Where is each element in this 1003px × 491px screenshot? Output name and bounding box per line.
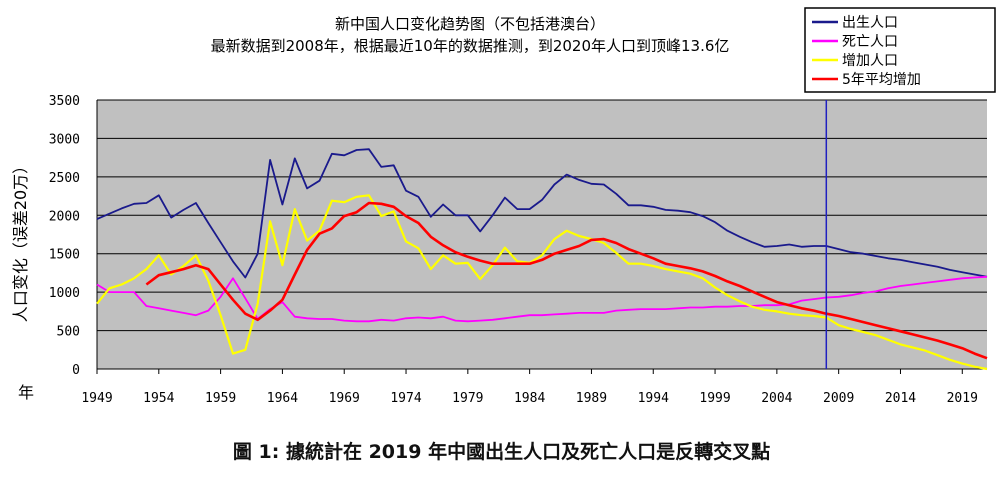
y-axis-ticks: 0 500 1000 1500 2000 2500 3000 3500 <box>49 94 80 378</box>
figure-caption: 圖 1: 據統計在 2019 年中國出生人口及死亡人口是反轉交叉點 <box>232 441 771 463</box>
y-tick-label: 500 <box>57 325 80 340</box>
grid-lines <box>96 99 987 370</box>
x-tick-label: 2014 <box>885 391 916 406</box>
y-tick-label: 2500 <box>49 171 80 186</box>
series-line-4 <box>145 201 988 360</box>
series-layer <box>96 148 988 371</box>
x-tick-label: 1994 <box>638 391 669 406</box>
chart-title: 新中国人口变化趋势图（不包括港澳台） <box>335 15 605 33</box>
legend-entry: 5年平均增加 <box>842 72 921 88</box>
y-tick-label: 0 <box>72 363 80 378</box>
x-tick-label: 1979 <box>452 391 483 406</box>
x-axis-label: 年 <box>18 383 34 402</box>
x-tick-label: 1949 <box>81 391 112 406</box>
y-tick-label: 3000 <box>49 132 80 147</box>
x-tick-label: 1999 <box>699 391 730 406</box>
chart-subtitle: 最新数据到2008年，根据最近10年的数据推测，到2020年人口到顶峰13.6亿 <box>211 37 730 55</box>
x-tick-label: 1964 <box>267 391 298 406</box>
legend-entry: 死亡人口 <box>842 34 898 50</box>
x-tick-label: 1974 <box>390 391 421 406</box>
x-tick-label: 1989 <box>576 391 607 406</box>
y-tick-label: 2000 <box>49 209 80 224</box>
series-line-3 <box>96 194 988 371</box>
y-tick-label: 1000 <box>49 286 80 301</box>
y-tick-label: 3500 <box>49 94 80 109</box>
y-tick-label: 1500 <box>49 248 80 263</box>
x-tick-label: 2019 <box>947 391 978 406</box>
x-tick-label: 2009 <box>823 391 854 406</box>
series-line-1 <box>96 148 988 279</box>
x-tick-label: 1954 <box>143 391 174 406</box>
legend-entry: 增加人口 <box>842 53 898 69</box>
y-axis-label: 人口变化（误差20万） <box>11 158 30 322</box>
legend-entry: 出生人口 <box>842 15 898 31</box>
series-line-2 <box>96 275 988 323</box>
x-tick-label: 1959 <box>205 391 236 406</box>
x-tick-label: 1969 <box>329 391 360 406</box>
x-tick-label: 1984 <box>514 391 545 406</box>
x-axis-ticks: 1949 1954 1959 1964 1969 1974 1979 1984 1989 1994… <box>81 369 978 406</box>
x-tick-label: 2004 <box>761 391 792 406</box>
